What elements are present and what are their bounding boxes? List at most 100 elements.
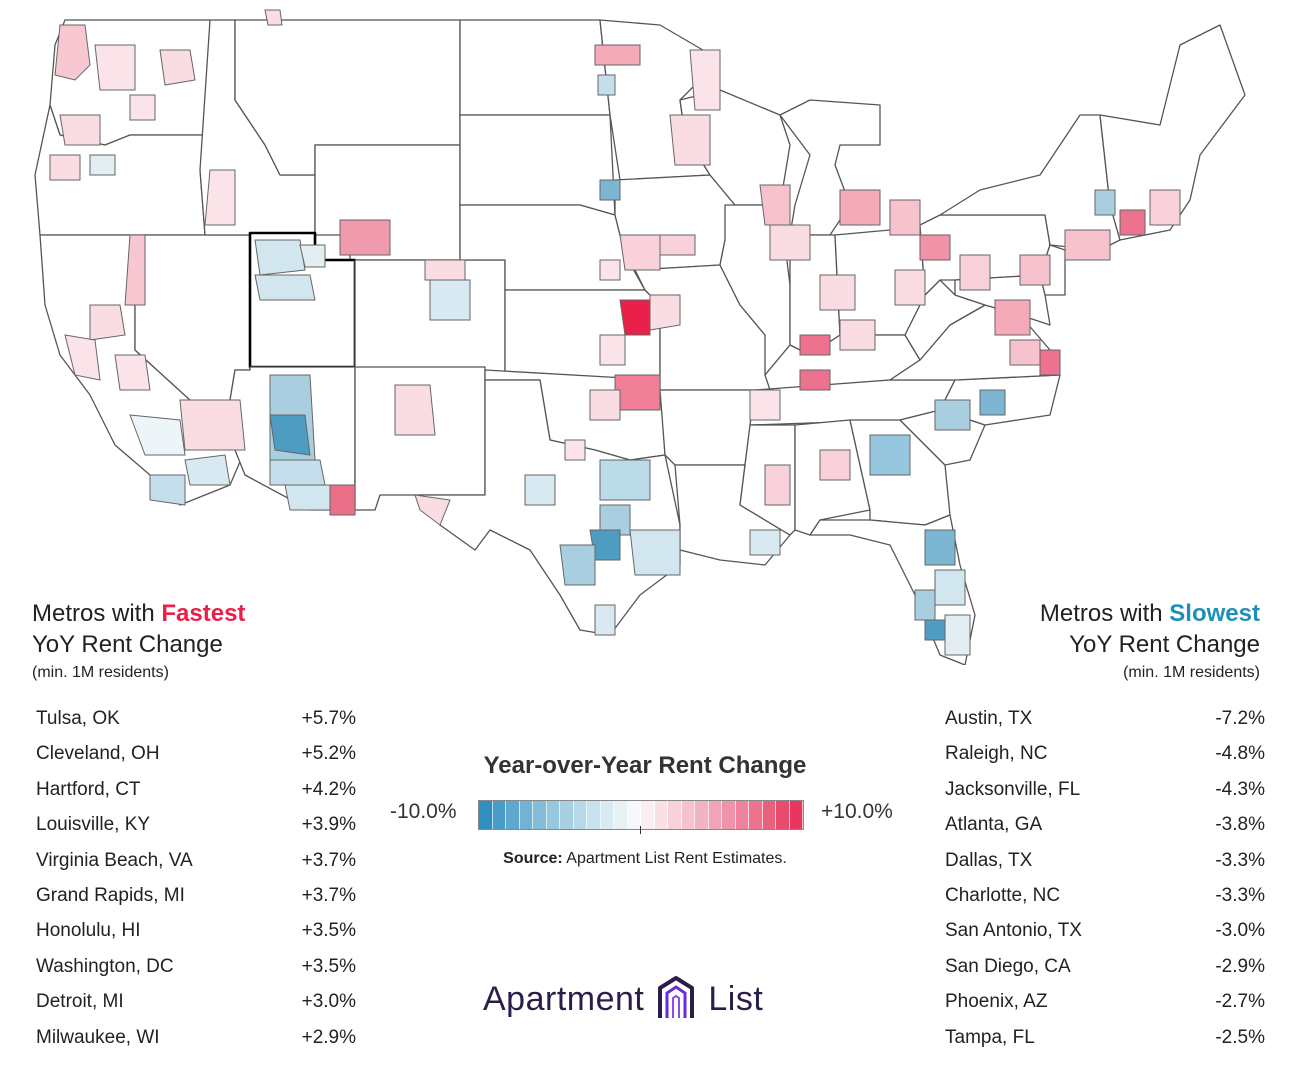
legend-swatch [654, 801, 668, 829]
fastest-subtitle: (min. 1M residents) [32, 664, 169, 681]
metro-fresno [114, 354, 151, 391]
legend-swatch [762, 801, 776, 829]
metro-indianapolis [819, 274, 856, 311]
legend-swatch [695, 801, 709, 829]
metro-ogden [299, 244, 326, 268]
fastest-metro-name: Detroit, MI [36, 991, 124, 1013]
fastest-rent-change: +3.7% [301, 849, 356, 871]
fastest-metro-name: Hartford, CT [36, 778, 141, 800]
metro-columbus [894, 269, 926, 306]
legend-swatch [681, 801, 695, 829]
metro-sierra-vista [329, 484, 356, 516]
slowest-row: Raleigh, NC -4.8% [945, 739, 1265, 774]
fastest-row: Grand Rapids, MI +3.7% [36, 881, 356, 916]
fastest-title-prefix: Metros with [32, 600, 162, 627]
metro-wichita-falls [564, 439, 586, 461]
fastest-rent-change: +5.2% [301, 743, 356, 765]
fastest-title: Metros with Fastest [32, 598, 352, 629]
metro-new-york [1064, 229, 1111, 261]
slowest-subtitle: (min. 1M residents) [1123, 664, 1260, 681]
metro-riverside [184, 454, 231, 486]
fastest-row: Honolulu, HI +3.5% [36, 916, 356, 951]
metro-waco [599, 504, 631, 536]
legend-swatch [587, 801, 601, 829]
fastest-rent-change: +3.9% [301, 814, 356, 836]
metro-sacramento [89, 304, 126, 341]
metro-kansas-city [619, 299, 651, 336]
slowest-rent-change: -3.0% [1215, 920, 1265, 942]
metro-albany [1094, 189, 1116, 216]
metro-boise [204, 169, 236, 226]
source-text: Apartment List Rent Estimates. [562, 850, 787, 867]
slowest-rent-change: -4.3% [1215, 778, 1265, 800]
slowest-metro-name: Phoenix, AZ [945, 991, 1048, 1013]
fastest-rent-change: +3.7% [301, 884, 356, 906]
slowest-rent-change: -3.3% [1215, 849, 1265, 871]
slowest-metro-name: Jacksonville, FL [945, 778, 1081, 800]
slowest-metro-name: San Diego, CA [945, 955, 1071, 977]
metro-virginia-beach [1039, 349, 1061, 376]
metro-des-moines [659, 234, 696, 256]
metro-charlotte [934, 399, 971, 431]
slowest-metro-name: Raleigh, NC [945, 743, 1048, 765]
metro-miami [944, 614, 971, 656]
slowest-row: Dallas, TX -3.3% [945, 846, 1265, 881]
metro-omaha [619, 234, 661, 271]
fastest-rent-change: +2.9% [301, 1026, 356, 1048]
fastest-rent-change: +4.2% [301, 778, 356, 800]
legend-title: Year-over-Year Rent Change [483, 752, 807, 779]
fastest-list: Tulsa, OK +5.7% Cleveland, OH +5.2% Hartford… [36, 704, 356, 1058]
legend-color-bar [478, 800, 804, 830]
metro-cleveland [919, 234, 951, 261]
state-south-dakota [459, 114, 616, 216]
metro-richmond [1009, 339, 1041, 366]
state-north-dakota [459, 19, 611, 116]
metro-milwaukee [759, 184, 791, 226]
fastest-rent-change: +5.7% [301, 708, 356, 729]
fastest-row: Virginia Beach, VA +3.7% [36, 846, 356, 881]
slowest-row: Jacksonville, FL -4.3% [945, 775, 1265, 810]
metro-washington [994, 299, 1031, 336]
slowest-metro-name: Charlotte, NC [945, 884, 1061, 906]
slowest-rent-change: -4.8% [1215, 743, 1265, 765]
legend-swatch [573, 801, 587, 829]
metro-seattle [54, 24, 91, 81]
metro-boston [1149, 189, 1181, 226]
legend-swatch [492, 801, 506, 829]
fastest-title-highlight: Fastest [161, 600, 246, 627]
us-rent-change-map [34, 9, 1246, 665]
state-new-england [1099, 24, 1246, 241]
fastest-row: Louisville, KY +3.9% [36, 810, 356, 845]
fastest-row: Washington, DC +3.5% [36, 952, 356, 987]
slowest-rent-change: -3.3% [1215, 884, 1265, 906]
metro-birmingham [819, 449, 851, 481]
fastest-row: Detroit, MI +3.0% [36, 987, 356, 1022]
fastest-rent-change: +3.5% [301, 955, 356, 977]
slowest-row: Tampa, FL -2.5% [945, 1023, 1265, 1058]
metro-albuquerque [394, 384, 436, 436]
metro-idaho-falls [264, 9, 283, 26]
legend-max-label: +10.0% [821, 800, 893, 823]
metro-tucson-south [284, 484, 336, 511]
metro-tampa [914, 589, 936, 621]
metro-wichita [599, 334, 626, 366]
source-note: Source: Apartment List Rent Estimates. [385, 850, 905, 868]
slowest-metro-name: Austin, TX [945, 708, 1033, 729]
metro-yakima [129, 94, 156, 121]
legend-swatch [735, 801, 749, 829]
metro-san-antonio [559, 544, 596, 586]
metro-louisville [799, 334, 831, 356]
fastest-row: Milwaukee, WI +2.9% [36, 1023, 356, 1058]
slowest-title-highlight: Slowest [1169, 600, 1260, 627]
slowest-title-prefix: Metros with [1039, 600, 1170, 627]
metro-spokane [159, 49, 196, 86]
slowest-metro-name: San Antonio, TX [945, 920, 1082, 942]
apartment-list-logo: Apartment List [483, 970, 763, 1028]
metro-grand-forks [597, 74, 616, 96]
metro-memphis [749, 389, 781, 421]
fastest-metro-name: Louisville, KY [36, 814, 151, 836]
legend-swatch [479, 801, 493, 829]
legend-swatch [789, 801, 803, 829]
metro-reno [124, 234, 146, 306]
logo-word-list: List [708, 979, 764, 1018]
